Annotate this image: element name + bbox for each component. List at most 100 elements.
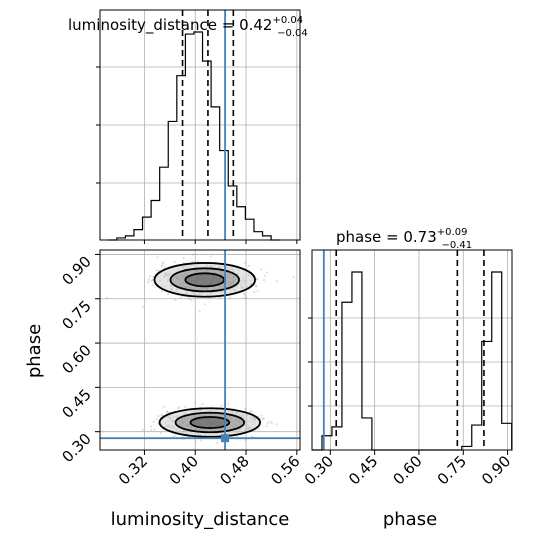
sample-point: [160, 290, 163, 293]
y-tick-label-phase: 0.75: [58, 297, 94, 333]
sample-point: [184, 405, 187, 409]
sample-point: [177, 406, 180, 409]
sample-point: [173, 434, 176, 437]
x-tick-label-phase: 0.60: [389, 452, 425, 488]
sample-point: [141, 305, 144, 308]
sample-point: [162, 262, 165, 265]
sample-point: [156, 256, 159, 259]
luminosity-distance-histogram: [108, 31, 280, 241]
sample-point: [262, 417, 265, 420]
sample-point: [179, 296, 182, 299]
sample-point: [260, 414, 263, 417]
sample-point: [270, 422, 273, 425]
sample-point: [106, 297, 109, 300]
sample-point: [191, 259, 194, 263]
sample-point: [153, 428, 156, 431]
sample-point: [263, 278, 266, 282]
y-tick-label-phase: 0.30: [58, 430, 94, 466]
x-tick-label-phase: 0.90: [478, 452, 514, 488]
joint-panel-frame: [99, 249, 301, 451]
sample-point: [155, 418, 158, 421]
x-axis-label-phase: phase: [383, 509, 437, 530]
sample-point: [190, 299, 193, 302]
x-tick-label-luminosity-distance: 0.56: [267, 452, 303, 488]
phase-histogram: [312, 271, 513, 451]
sample-point: [174, 298, 177, 302]
sample-point: [151, 284, 154, 287]
sample-point: [243, 296, 246, 300]
x-tick-label-luminosity-distance: 0.48: [217, 452, 253, 488]
sample-point: [243, 261, 246, 264]
sample-point: [244, 438, 247, 442]
sample-point: [243, 292, 246, 295]
sample-point: [229, 296, 232, 299]
y-tick-label-phase: 0.45: [58, 385, 94, 421]
sample-point: [165, 410, 168, 413]
y-tick-label-phase: 0.90: [58, 253, 94, 289]
y-tick-label-phase: 0.60: [58, 341, 94, 377]
sample-point: [250, 409, 253, 412]
sample-point: [265, 271, 268, 274]
sample-point: [163, 266, 166, 269]
sample-point: [218, 297, 221, 300]
luminosity-distance-title: luminosity_distance = 0.42+0.04 −0.04: [68, 15, 308, 39]
sample-point: [220, 404, 223, 407]
sample-point: [173, 261, 176, 264]
sample-point: [247, 264, 250, 267]
sample-point: [149, 428, 153, 432]
phase-marginal-frame: [311, 249, 513, 451]
sample-point: [177, 407, 180, 410]
sample-point: [256, 290, 259, 293]
sample-point: [253, 291, 256, 294]
sample-point: [187, 297, 191, 300]
x-axis-label-luminosity-distance: luminosity_distance: [111, 509, 290, 530]
sample-point: [163, 405, 166, 408]
sample-point: [275, 280, 278, 283]
sample-point: [292, 275, 295, 278]
sample-point: [147, 278, 150, 281]
sample-point: [255, 277, 258, 281]
sample-point: [257, 428, 260, 431]
sample-point: [147, 281, 150, 284]
sample-point: [227, 402, 230, 405]
sample-point: [250, 435, 254, 438]
sample-point: [159, 431, 162, 435]
sample-point: [256, 278, 259, 281]
sample-point: [152, 420, 155, 423]
contour-mode-1-level-2: [189, 416, 231, 429]
x-tick-label-phase: 0.45: [345, 452, 381, 488]
sample-point: [151, 278, 154, 281]
sample-point: [275, 423, 278, 426]
sample-point: [266, 421, 269, 424]
sample-point: [264, 275, 267, 278]
sample-point: [203, 303, 206, 306]
sample-point: [249, 410, 252, 413]
sample-point: [198, 309, 201, 313]
sample-point: [194, 440, 197, 443]
sample-point: [166, 411, 169, 414]
sample-point: [199, 439, 203, 442]
sample-point: [255, 285, 258, 288]
sample-point: [208, 297, 211, 300]
sample-point: [160, 264, 163, 267]
sample-point: [245, 296, 248, 299]
sample-point: [194, 401, 197, 404]
sample-point: [182, 257, 185, 260]
sample-point: [244, 407, 247, 410]
sample-point: [150, 279, 153, 283]
x-tick-label-phase: 0.75: [434, 452, 470, 488]
sample-point: [259, 417, 262, 420]
sample-point: [150, 425, 153, 428]
sample-point: [160, 265, 163, 268]
sample-point: [149, 275, 152, 278]
sample-point: [161, 261, 164, 264]
x-tick-label-phase: 0.30: [301, 452, 337, 488]
phase-title: phase = 0.73+0.09 −0.41: [336, 227, 472, 251]
sample-point: [155, 269, 158, 272]
sample-point: [254, 284, 257, 287]
x-tick-label-luminosity-distance: 0.40: [166, 452, 202, 488]
y-axis-label-phase: phase: [24, 324, 45, 378]
sample-point: [160, 413, 163, 416]
sample-point: [243, 293, 246, 296]
